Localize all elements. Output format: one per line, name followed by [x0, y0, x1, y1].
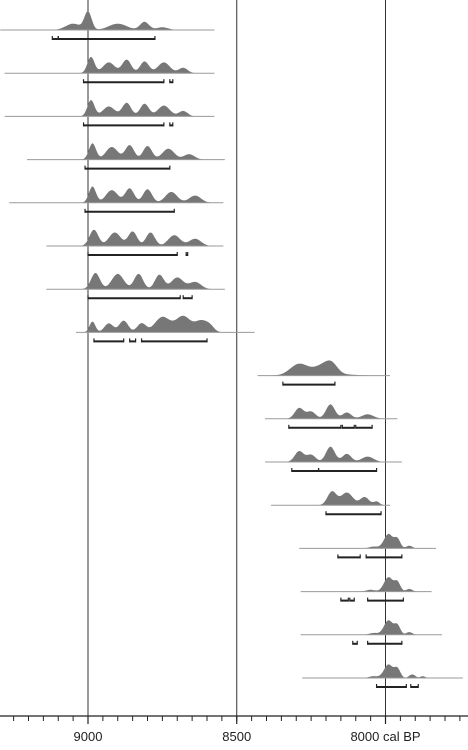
- range-bracket: [84, 208, 175, 213]
- range-bracket: [57, 36, 156, 40]
- distribution-16: [302, 664, 463, 688]
- range-bracket: [410, 684, 419, 688]
- reference-lines: [87, 0, 386, 716]
- distribution-4: [27, 143, 225, 170]
- range-bracket: [340, 597, 349, 602]
- probability-distributions: [0, 11, 463, 688]
- range-bracket: [365, 554, 403, 559]
- range-bracket: [337, 554, 361, 559]
- range-bracket: [182, 295, 193, 300]
- range-bracket: [51, 36, 59, 40]
- range-bracket: [185, 252, 189, 256]
- range-bracket: [84, 165, 171, 170]
- range-bracket: [82, 79, 165, 84]
- probability-area: [4, 100, 215, 117]
- range-bracket: [288, 424, 342, 429]
- distribution-12: [270, 491, 390, 516]
- range-bracket: [169, 79, 174, 84]
- probability-area: [46, 273, 225, 290]
- distribution-5: [9, 186, 224, 213]
- distribution-11: [265, 446, 402, 472]
- probability-area: [265, 404, 398, 419]
- probability-area: [271, 491, 390, 506]
- range-bracket: [129, 338, 137, 343]
- distribution-7: [46, 273, 225, 300]
- range-bracket: [87, 295, 181, 300]
- range-bracket: [87, 252, 178, 256]
- probability-area: [257, 360, 390, 376]
- probability-area: [299, 533, 437, 549]
- distribution-9: [257, 360, 390, 386]
- range-bracket: [375, 684, 407, 688]
- probability-area: [4, 56, 215, 74]
- range-bracket: [82, 122, 165, 127]
- range-bracket: [341, 424, 355, 429]
- probability-area: [300, 577, 432, 592]
- probability-area: [265, 446, 402, 462]
- probability-area: [76, 315, 255, 333]
- range-bracket: [169, 122, 174, 127]
- probability-area: [46, 229, 224, 246]
- probability-area: [302, 664, 463, 678]
- distribution-10: [265, 404, 398, 429]
- range-bracket: [291, 468, 320, 472]
- range-bracket: [140, 338, 208, 343]
- range-bracket: [325, 511, 382, 516]
- probability-area: [0, 11, 215, 30]
- distribution-6: [46, 229, 224, 256]
- range-bracket: [352, 640, 358, 645]
- range-bracket: [355, 424, 373, 429]
- probability-area: [27, 143, 225, 160]
- range-bracket: [349, 597, 355, 602]
- tick-label-8000: 8000 cal BP: [350, 729, 420, 744]
- distribution-8: [76, 315, 255, 343]
- range-bracket: [317, 468, 378, 472]
- range-bracket: [93, 338, 125, 343]
- range-bracket: [282, 381, 336, 386]
- distribution-2: [4, 56, 215, 84]
- probability-area: [300, 620, 442, 635]
- tick-label-9000: 9000: [74, 729, 103, 744]
- distribution-1: [0, 11, 215, 40]
- distribution-3: [4, 100, 215, 127]
- probability-area: [9, 186, 224, 203]
- distribution-15: [300, 620, 443, 645]
- distribution-14: [300, 577, 432, 602]
- range-bracket: [367, 640, 403, 645]
- tick-label-8500: 8500: [222, 729, 251, 744]
- x-axis: 9000 8500 8000 cal BP: [0, 715, 468, 744]
- distribution-13: [299, 533, 437, 559]
- range-bracket: [367, 597, 404, 602]
